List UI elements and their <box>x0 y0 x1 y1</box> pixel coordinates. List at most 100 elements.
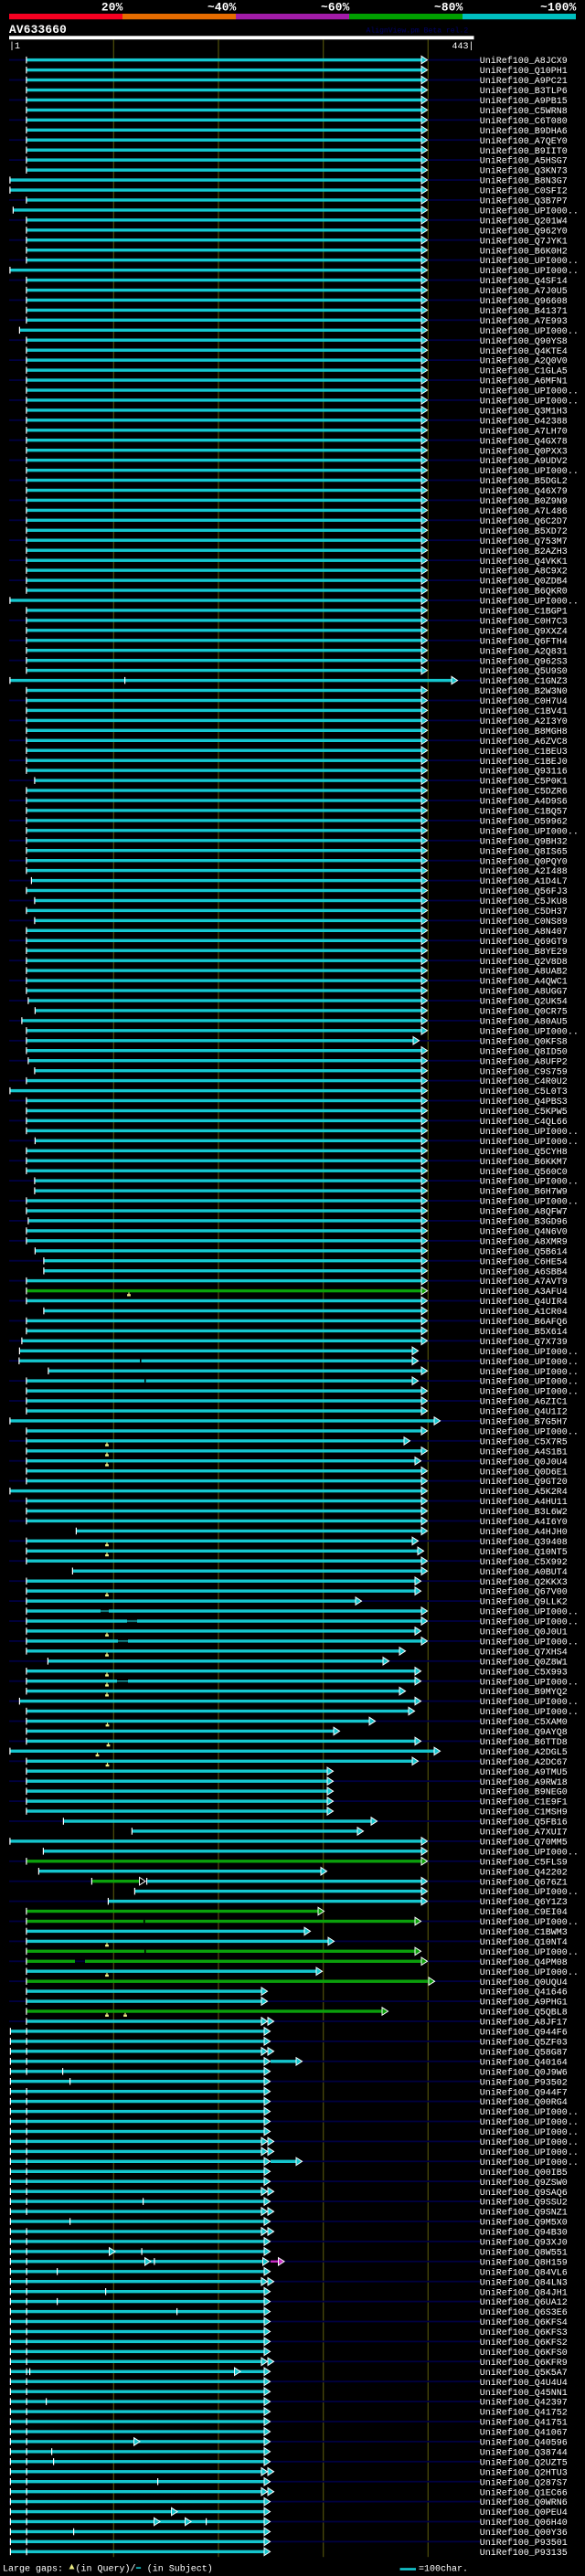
svg-text:UniRef100_A9PB15: UniRef100_A9PB15 <box>480 96 568 107</box>
svg-text:UniRef100_Q9SSU2: UniRef100_Q9SSU2 <box>480 2198 568 2209</box>
svg-text:UniRef100_A4S1B1: UniRef100_A4S1B1 <box>480 1447 568 1458</box>
svg-text:UniRef100_Q2V8D8: UniRef100_Q2V8D8 <box>480 957 568 968</box>
svg-text:UniRef100_UPI000..: UniRef100_UPI000.. <box>480 397 579 408</box>
svg-text:UniRef100_UPI000..: UniRef100_UPI000.. <box>480 1638 579 1648</box>
svg-text:UniRef100_Q4PM08: UniRef100_Q4PM08 <box>480 1957 568 1968</box>
svg-text:UniRef100_UPI000..: UniRef100_UPI000.. <box>480 1427 579 1438</box>
svg-text:UniRef100_Q0J0U4: UniRef100_Q0J0U4 <box>480 1457 568 1468</box>
svg-text:UniRef100_Q42202: UniRef100_Q42202 <box>480 1867 568 1878</box>
svg-text:UniRef100_A4HJH0: UniRef100_A4HJH0 <box>480 1527 568 1538</box>
svg-text:UniRef100_Q6S3E6: UniRef100_Q6S3E6 <box>480 2307 568 2318</box>
svg-text:UniRef100_UPI000..: UniRef100_UPI000.. <box>480 2127 579 2138</box>
svg-text:UniRef100_Q5ZF03: UniRef100_Q5ZF03 <box>480 2038 568 2049</box>
svg-text:UniRef100_A8UFP2: UniRef100_A8UFP2 <box>480 1056 568 1067</box>
svg-text:UniRef100_A5K2R4: UniRef100_A5K2R4 <box>480 1487 568 1498</box>
svg-text:UniRef100_Q4VKK1: UniRef100_Q4VKK1 <box>480 557 568 567</box>
svg-text:UniRef100_Q3KN73: UniRef100_Q3KN73 <box>480 166 568 177</box>
svg-text:UniRef100_C5X992: UniRef100_C5X992 <box>480 1557 568 1568</box>
svg-text:UniRef100_Q9LLK2: UniRef100_Q9LLK2 <box>480 1597 568 1608</box>
svg-text:UniRef100_Q2UZT5: UniRef100_Q2UZT5 <box>480 2457 568 2468</box>
svg-text:UniRef100_Q4KTE4: UniRef100_Q4KTE4 <box>480 346 568 357</box>
svg-text:UniRef100_UPI000..: UniRef100_UPI000.. <box>480 326 579 337</box>
svg-text:UniRef100_Q962S3: UniRef100_Q962S3 <box>480 656 568 667</box>
svg-text:UniRef100_C0H7U4: UniRef100_C0H7U4 <box>480 696 568 707</box>
svg-text:UniRef100_Q90YS8: UniRef100_Q90YS8 <box>480 336 568 347</box>
svg-text:UniRef100_C1BQ57: UniRef100_C1BQ57 <box>480 807 568 818</box>
svg-text:UniRef100_A1CR04: UniRef100_A1CR04 <box>480 1307 568 1318</box>
svg-text:UniRef100_Q41646: UniRef100_Q41646 <box>480 1988 568 1998</box>
svg-text:UniRef100_C5XAM0: UniRef100_C5XAM0 <box>480 1717 568 1728</box>
svg-text:UniRef100_Q93116: UniRef100_Q93116 <box>480 767 568 778</box>
svg-text:UniRef100_Q4GX78: UniRef100_Q4GX78 <box>480 436 568 447</box>
svg-text:UniRef100_UPI000..: UniRef100_UPI000.. <box>480 1347 579 1358</box>
svg-text:UniRef100_A7LH70: UniRef100_A7LH70 <box>480 426 568 437</box>
svg-text:UniRef100_UPI000..: UniRef100_UPI000.. <box>480 1847 579 1858</box>
svg-text:UniRef100_Q0D6E1: UniRef100_Q0D6E1 <box>480 1467 568 1478</box>
svg-text:UniRef100_Q8ID50: UniRef100_Q8ID50 <box>480 1046 568 1057</box>
svg-text:UniRef100_A7QEY0: UniRef100_A7QEY0 <box>480 136 568 147</box>
svg-text:UniRef100_Q42397: UniRef100_Q42397 <box>480 2398 568 2409</box>
svg-text:=100char.: =100char. <box>419 2563 468 2574</box>
svg-text:UniRef100_UPI000..: UniRef100_UPI000.. <box>480 1917 579 1928</box>
svg-text:UniRef100_A7XUI7: UniRef100_A7XUI7 <box>480 1828 568 1839</box>
svg-text:UniRef100_C6T080: UniRef100_C6T080 <box>480 116 568 127</box>
svg-text:UniRef100_Q7X739: UniRef100_Q7X739 <box>480 1337 568 1348</box>
svg-text:UniRef100_Q67V00: UniRef100_Q67V00 <box>480 1587 568 1598</box>
svg-text:UniRef100_UPI000..: UniRef100_UPI000.. <box>480 1197 579 1208</box>
svg-text:UniRef100_B8YE29: UniRef100_B8YE29 <box>480 947 568 958</box>
svg-text:UniRef100_C0SFI2: UniRef100_C0SFI2 <box>480 186 568 197</box>
svg-text:UniRef100_A8C9X2: UniRef100_A8C9X2 <box>480 567 568 578</box>
svg-text:UniRef100_Q9AYQ8: UniRef100_Q9AYQ8 <box>480 1727 568 1738</box>
svg-text:UniRef100_A2DGL5: UniRef100_A2DGL5 <box>480 1747 568 1758</box>
svg-text:UniRef100_A7AVT9: UniRef100_A7AVT9 <box>480 1277 568 1288</box>
svg-text:UniRef100_Q5K5A7: UniRef100_Q5K5A7 <box>480 2368 568 2379</box>
svg-text:UniRef100_UPI000..: UniRef100_UPI000.. <box>480 1357 579 1368</box>
svg-text:UniRef100_Q9BH32: UniRef100_Q9BH32 <box>480 836 568 847</box>
svg-text:UniRef100_Q7XHS4: UniRef100_Q7XHS4 <box>480 1647 568 1658</box>
svg-text:UniRef100_B9MYQ2: UniRef100_B9MYQ2 <box>480 1687 568 1698</box>
svg-text:UniRef100_C4QL66: UniRef100_C4QL66 <box>480 1117 568 1128</box>
svg-text:UniRef100_UPI000..: UniRef100_UPI000.. <box>480 2107 579 2118</box>
svg-text:20%: 20% <box>101 0 123 14</box>
svg-text:UniRef100_UPI000..: UniRef100_UPI000.. <box>480 1677 579 1688</box>
svg-text:UniRef100_C5JKU8: UniRef100_C5JKU8 <box>480 896 568 907</box>
svg-text:UniRef100_UPI000..: UniRef100_UPI000.. <box>480 1026 579 1037</box>
svg-text:UniRef100_Q58G87: UniRef100_Q58G87 <box>480 2047 568 2058</box>
svg-text:UniRef100_B8N3G7: UniRef100_B8N3G7 <box>480 176 568 187</box>
svg-text:UniRef100_C1E9F1: UniRef100_C1E9F1 <box>480 1797 568 1808</box>
svg-text:UniRef100_B41371: UniRef100_B41371 <box>480 306 568 317</box>
svg-text:UniRef100_C1BV41: UniRef100_C1BV41 <box>480 706 568 717</box>
svg-text:UniRef100_C5X993: UniRef100_C5X993 <box>480 1667 568 1678</box>
svg-text:UniRef100_C5X7R5: UniRef100_C5X7R5 <box>480 1436 568 1447</box>
svg-text:UniRef100_A8QFW7: UniRef100_A8QFW7 <box>480 1207 568 1218</box>
svg-text:UniRef100_A8N407: UniRef100_A8N407 <box>480 927 568 938</box>
svg-text:~100%: ~100% <box>540 0 577 14</box>
svg-text:UniRef100_Q8H159: UniRef100_Q8H159 <box>480 2257 568 2268</box>
svg-text:UniRef100_B6QKR0: UniRef100_B6QKR0 <box>480 587 568 598</box>
svg-text:AlignView.pm Beta rel.2: AlignView.pm Beta rel.2 <box>367 27 469 36</box>
svg-text:UniRef100_UPI000..: UniRef100_UPI000.. <box>480 1707 579 1718</box>
svg-text:UniRef100_Q753M7: UniRef100_Q753M7 <box>480 536 568 547</box>
svg-text:UniRef100_UPI000..: UniRef100_UPI000.. <box>480 2157 579 2168</box>
svg-text:UniRef100_Q6KFS3: UniRef100_Q6KFS3 <box>480 2327 568 2338</box>
svg-text:UniRef100_B5X614: UniRef100_B5X614 <box>480 1327 568 1338</box>
svg-text:UniRef100_A4D9S6: UniRef100_A4D9S6 <box>480 797 568 808</box>
svg-text:UniRef100_A9UDV2: UniRef100_A9UDV2 <box>480 456 568 467</box>
svg-text:UniRef100_Q3M1H3: UniRef100_Q3M1H3 <box>480 407 568 418</box>
svg-text:UniRef100_Q5QBL8: UniRef100_Q5QBL8 <box>480 2008 568 2019</box>
svg-text:UniRef100_Q5FB16: UniRef100_Q5FB16 <box>480 1818 568 1829</box>
svg-text:UniRef100_Q40164: UniRef100_Q40164 <box>480 2057 568 2068</box>
svg-text:UniRef100_Q6KFS4: UniRef100_Q6KFS4 <box>480 2317 568 2328</box>
svg-text:UniRef100_Q6Y1Z3: UniRef100_Q6Y1Z3 <box>480 1897 568 1908</box>
svg-text:UniRef100_A7E993: UniRef100_A7E993 <box>480 316 568 327</box>
svg-text:UniRef100_Q41067: UniRef100_Q41067 <box>480 2428 568 2439</box>
svg-text:UniRef100_A6SBB4: UniRef100_A6SBB4 <box>480 1267 568 1277</box>
svg-text:UniRef100_Q84JH1: UniRef100_Q84JH1 <box>480 2287 568 2298</box>
svg-text:UniRef100_Q9SNZ1: UniRef100_Q9SNZ1 <box>480 2208 568 2219</box>
svg-text:UniRef100_Q201W4: UniRef100_Q201W4 <box>480 216 568 227</box>
svg-text:UniRef100_A2Q831: UniRef100_A2Q831 <box>480 646 568 657</box>
svg-text:UniRef100_Q1EC66: UniRef100_Q1EC66 <box>480 2487 568 2498</box>
svg-text:UniRef100_B5DGL2: UniRef100_B5DGL2 <box>480 476 568 487</box>
svg-text:UniRef100_Q4PBS3: UniRef100_Q4PBS3 <box>480 1097 568 1108</box>
svg-text:UniRef100_UPI000..: UniRef100_UPI000.. <box>480 387 579 398</box>
